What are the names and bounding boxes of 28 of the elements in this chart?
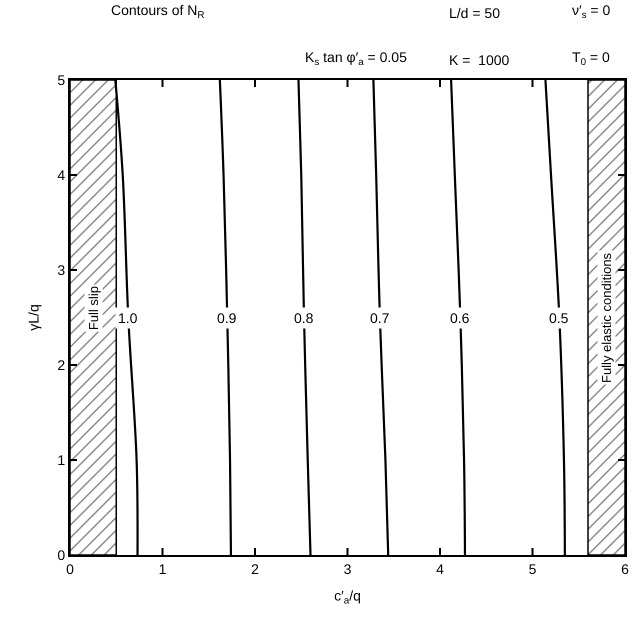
y-tick-label: 0 xyxy=(57,546,66,563)
band-label: Fully elastic conditions xyxy=(599,252,614,383)
text: K = 1000 xyxy=(449,52,510,68)
series-label: 0.9 xyxy=(217,310,237,326)
text: T$_{0}$ = 0 xyxy=(572,49,610,68)
series-label: 0.8 xyxy=(294,310,314,326)
x-axis-title: c′$_{a}$/q xyxy=(334,588,361,607)
x-tick-label: 3 xyxy=(344,560,352,577)
chart-subtitle: K$_{s}$ tan φ′$_{a}$ = 0.05 xyxy=(305,49,408,68)
x-tick-label: 6 xyxy=(621,560,630,577)
y-tick-label: 2 xyxy=(57,356,66,373)
x-tick-label: 4 xyxy=(436,560,444,577)
text: L/d = 50 xyxy=(449,5,500,21)
y-tick-label: 3 xyxy=(57,262,66,278)
x-tick-label: 5 xyxy=(528,560,537,577)
y-tick-label: 5 xyxy=(57,72,66,88)
chart-title: Contours of N$_{R}$ xyxy=(111,2,204,21)
y-axis-title: γL/q xyxy=(26,304,42,331)
y-tick-label: 4 xyxy=(57,166,66,183)
series-label: 0.7 xyxy=(370,310,390,326)
series-label: 0.5 xyxy=(549,310,569,326)
text: ν′$_{s}$ = 0 xyxy=(572,2,610,21)
series-label: 0.6 xyxy=(450,310,470,326)
x-tick-label: 2 xyxy=(251,560,260,577)
x-tick-label: 1 xyxy=(158,560,167,577)
series-label: 1.0 xyxy=(118,310,138,326)
band-label: Full slip xyxy=(86,286,102,330)
y-tick-label: 1 xyxy=(57,452,66,468)
